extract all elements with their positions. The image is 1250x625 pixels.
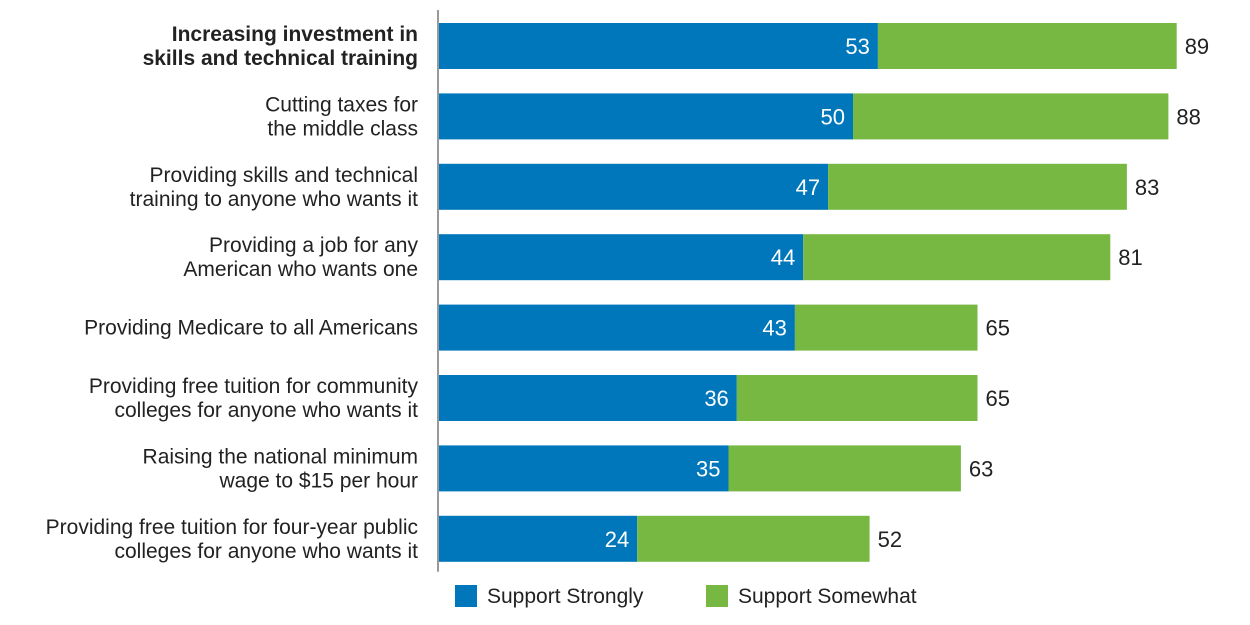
total-label: 65	[986, 386, 1010, 411]
legend-swatch-support-somewhat	[706, 585, 728, 607]
category-label: Providing a job for any American who want…	[183, 234, 418, 281]
value-label-support-strongly: 53	[845, 34, 869, 59]
bar-support-somewhat	[803, 234, 1111, 281]
legend-label-support-somewhat: Support Somewhat	[738, 585, 917, 608]
legend-label-support-strongly: Support Strongly	[487, 585, 644, 608]
bar-support-somewhat	[877, 23, 1177, 69]
bar-support-somewhat	[828, 163, 1127, 210]
category-label: Providing skills and technical training t…	[130, 164, 419, 211]
value-label-support-strongly: 44	[771, 245, 795, 270]
value-label-support-strongly: 35	[696, 456, 720, 481]
bar-support-strongly	[438, 163, 829, 210]
bar-support-strongly	[438, 23, 878, 69]
category-label: Cutting taxes for the middle class	[265, 93, 418, 140]
bar-support-somewhat	[728, 445, 961, 492]
category-label: Providing Medicare to all Americans	[84, 317, 418, 340]
category-label: Providing free tuition for four-year pub…	[46, 516, 419, 563]
total-label: 65	[986, 316, 1010, 341]
value-label-support-strongly: 50	[821, 104, 845, 129]
category-label: Providing free tuition for community coll…	[89, 375, 419, 422]
total-label: 83	[1135, 175, 1159, 200]
total-label: 88	[1176, 104, 1200, 129]
total-label: 89	[1185, 34, 1209, 59]
category-label: Raising the national minimum wage to $15 …	[143, 445, 418, 492]
value-label-support-strongly: 47	[796, 175, 820, 200]
bar-support-somewhat	[637, 515, 870, 562]
total-label: 63	[969, 456, 993, 481]
bar-support-strongly	[438, 375, 737, 421]
category-labels: Increasing investment in skills and techn…	[46, 23, 419, 563]
total-label: 52	[878, 527, 902, 552]
bar-support-strongly	[438, 93, 853, 140]
legend: Support Strongly Support Somewhat	[455, 585, 917, 608]
bar-support-strongly	[438, 234, 804, 281]
bar-support-strongly	[438, 515, 638, 562]
bar-support-somewhat	[794, 304, 978, 351]
bar-support-somewhat	[853, 93, 1169, 140]
category-label: Increasing investment in skills and techn…	[143, 23, 418, 70]
total-label: 81	[1118, 245, 1142, 270]
legend-swatch-support-strongly	[455, 585, 477, 607]
bar-support-somewhat	[736, 375, 978, 421]
value-label-support-strongly: 43	[762, 316, 786, 341]
bar-support-strongly	[438, 304, 795, 351]
bar-support-strongly	[438, 445, 729, 492]
value-label-support-strongly: 24	[605, 527, 629, 552]
bars: 53 89 50 88 47 83 44 81 43 65 36 65 35 63 24 52	[438, 23, 1209, 562]
value-label-support-strongly: 36	[704, 386, 728, 411]
